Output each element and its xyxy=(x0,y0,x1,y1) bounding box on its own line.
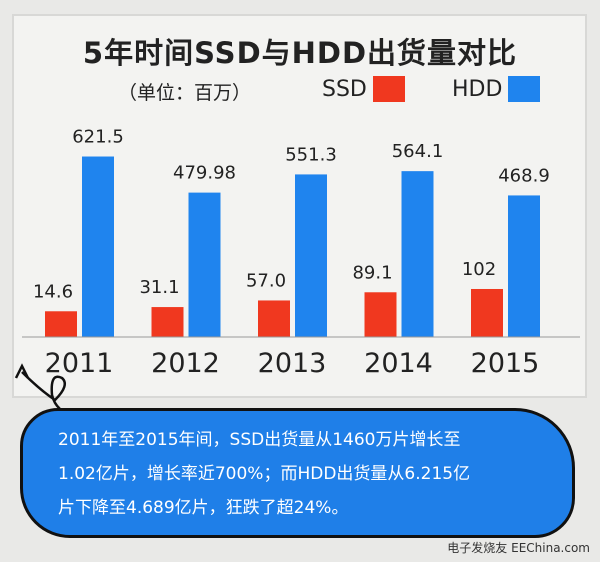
legend-swatch xyxy=(508,76,541,102)
bar-ssd-2015 xyxy=(471,288,503,337)
data-label: 14.6 xyxy=(33,281,73,302)
data-label: 468.9 xyxy=(498,165,550,186)
note-text: 2011年至2015年间，SSD出货量从1460万片增长至 1.02亿片，增长率… xyxy=(58,423,558,525)
legend-hdd: HDD xyxy=(452,76,541,102)
x-tick-label: 2013 xyxy=(258,348,327,379)
bar-ssd-2013 xyxy=(258,300,290,337)
legend-label: HDD xyxy=(452,76,503,102)
legend-label: SSD xyxy=(322,76,367,102)
data-label: 102 xyxy=(462,259,496,280)
x-tick-label: 2015 xyxy=(471,348,540,379)
bar-ssd-2012 xyxy=(151,307,184,337)
data-label: 551.3 xyxy=(285,144,337,165)
bar-chart: 14.6 621.5 2011 31.1 479.98 2012 57.0 551.3 2013… xyxy=(22,127,580,379)
chart-subtitle: （单位：百万） xyxy=(118,82,252,104)
bar-hdd-2012 xyxy=(188,192,221,337)
bar-hdd-2015 xyxy=(508,195,540,337)
data-label: 89.1 xyxy=(352,262,392,283)
legend-ssd: SSD xyxy=(322,76,405,102)
note-line: 片下降至4.689亿片，狂跌了超24%。 xyxy=(58,498,349,518)
bar-hdd-2013 xyxy=(295,174,327,337)
x-tick-label: 2012 xyxy=(151,348,220,379)
bar-ssd-2014 xyxy=(364,292,397,337)
data-label: 621.5 xyxy=(72,127,124,148)
legend-swatch xyxy=(372,76,405,102)
data-label: 31.1 xyxy=(139,277,179,298)
bar-hdd-2011 xyxy=(82,156,114,337)
watermark: 电子发烧友 EEChina.com xyxy=(447,541,590,555)
chart-title: 5年时间SSD与HDD出货量对比 xyxy=(82,36,518,70)
bar-hdd-2014 xyxy=(401,171,434,337)
data-label: 564.1 xyxy=(392,141,444,162)
note-line: 2011年至2015年间，SSD出货量从1460万片增长至 xyxy=(58,430,461,450)
data-label: 57.0 xyxy=(246,270,286,291)
note-line: 1.02亿片，增长率近700%；而HDD出货量从6.215亿 xyxy=(58,464,471,484)
note-bubble xyxy=(20,408,575,538)
data-label: 479.98 xyxy=(173,163,236,184)
x-tick-label: 2014 xyxy=(364,348,433,379)
bar-ssd-2011 xyxy=(45,311,77,337)
x-tick-label: 2011 xyxy=(45,348,114,379)
